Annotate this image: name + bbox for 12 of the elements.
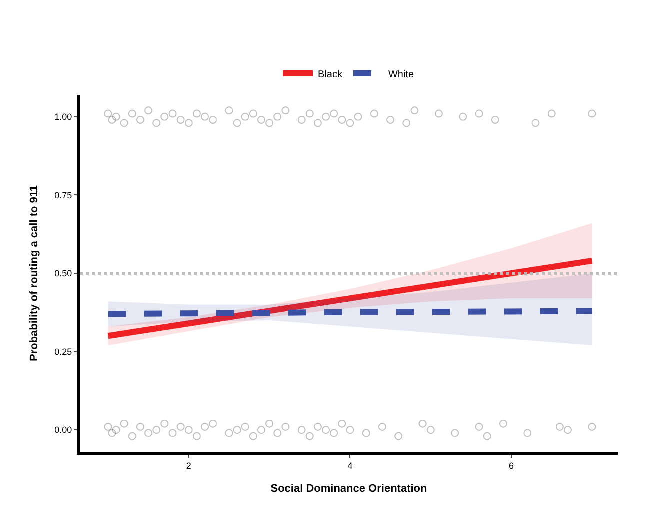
legend-label: White — [388, 69, 414, 80]
y-tick-label: 1.00 — [54, 112, 72, 122]
x-tick-label: 2 — [186, 460, 192, 471]
x-tick-label: 6 — [509, 460, 514, 471]
y-axis-title: Probability of routing a call to 911 — [28, 185, 40, 362]
legend-label: Black — [318, 69, 344, 80]
x-tick-label: 4 — [348, 460, 353, 471]
y-tick-label: 0.75 — [54, 190, 72, 200]
x-axis-title: Social Dominance Orientation — [270, 483, 428, 495]
y-tick-label: 0.25 — [54, 346, 72, 357]
y-tick-label: 0.50 — [54, 268, 72, 279]
y-tick-label: 0.00 — [54, 425, 72, 436]
